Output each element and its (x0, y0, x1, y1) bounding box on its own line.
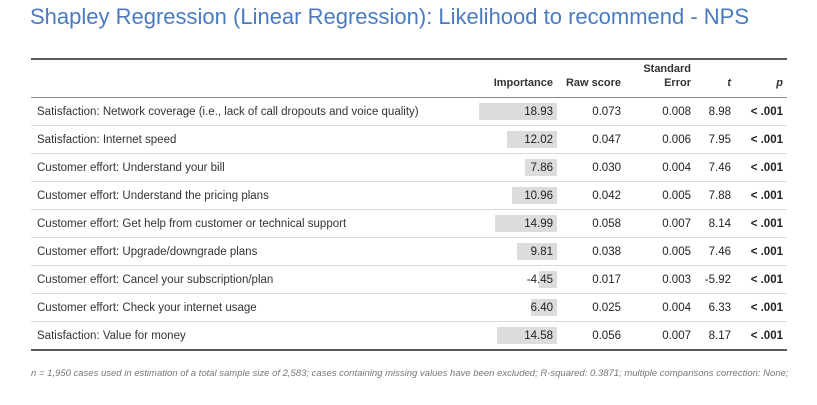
importance-bar (511, 187, 557, 204)
row-raw-score: 0.030 (557, 153, 625, 182)
table-row: Satisfaction: Network coverage (i.e., la… (31, 97, 787, 126)
importance-value: 6.40 (530, 301, 553, 314)
row-importance: 7.86 (476, 153, 557, 182)
header-t: t (695, 60, 735, 98)
row-raw-score: 0.056 (557, 321, 625, 351)
row-t-value: 6.33 (695, 293, 735, 322)
importance-value: 18.93 (524, 105, 553, 118)
importance-bar (530, 299, 557, 316)
row-standard-error: 0.007 (625, 321, 695, 351)
row-t-value: 8.14 (695, 209, 735, 238)
header-raw-score: Raw score (557, 60, 625, 98)
row-t-value: 8.98 (695, 97, 735, 126)
header-importance: Importance (476, 60, 557, 98)
row-p-value: < .001 (735, 237, 787, 266)
row-p-value: < .001 (735, 293, 787, 322)
row-importance: 18.93 (476, 97, 557, 126)
table-top-rule (31, 58, 787, 60)
row-importance: 14.99 (476, 209, 557, 238)
importance-value: 14.58 (524, 329, 553, 342)
row-importance: 12.02 (476, 125, 557, 154)
row-raw-score: 0.047 (557, 125, 625, 154)
row-p-value: < .001 (735, 125, 787, 154)
importance-bar (524, 159, 557, 176)
row-standard-error: 0.008 (625, 97, 695, 126)
importance-value: 7.86 (530, 161, 553, 174)
header-standard-error: Standard Error (625, 60, 695, 98)
importance-bar (495, 215, 557, 232)
row-t-value: 7.46 (695, 153, 735, 182)
row-t-value: 7.95 (695, 125, 735, 154)
importance-bar (507, 131, 557, 148)
row-label: Customer effort: Get help from customer … (31, 209, 476, 238)
table-row: Satisfaction: Internet speed 12.02 0.047 0.… (31, 125, 787, 154)
row-p-value: < .001 (735, 209, 787, 238)
row-p-value: < .001 (735, 181, 787, 210)
header-standard-error-line1: Standard (643, 63, 691, 75)
row-p-value: < .001 (735, 265, 787, 294)
results-table: Importance Raw score Standard Error t p … (31, 60, 787, 351)
row-standard-error: 0.004 (625, 293, 695, 322)
row-t-value: 8.17 (695, 321, 735, 351)
row-raw-score: 0.058 (557, 209, 625, 238)
row-standard-error: 0.005 (625, 181, 695, 210)
row-label: Satisfaction: Value for money (31, 321, 476, 351)
importance-value: 14.99 (524, 217, 553, 230)
row-label: Customer effort: Understand the pricing … (31, 181, 476, 210)
row-raw-score: 0.017 (557, 265, 625, 294)
row-standard-error: 0.005 (625, 237, 695, 266)
footnote: n = 1,950 cases used in estimation of a … (31, 368, 789, 379)
table-row: Customer effort: Check your internet usa… (31, 293, 787, 322)
importance-value: 12.02 (524, 133, 553, 146)
regression-table: Importance Raw score Standard Error t p … (31, 58, 787, 351)
row-raw-score: 0.038 (557, 237, 625, 266)
row-raw-score: 0.073 (557, 97, 625, 126)
row-importance: 9.81 (476, 237, 557, 266)
row-label: Satisfaction: Network coverage (i.e., la… (31, 97, 476, 126)
row-p-value: < .001 (735, 97, 787, 126)
header-p: p (735, 60, 787, 98)
importance-bar (538, 271, 557, 288)
table-row: Satisfaction: Value for money 14.58 0.056 0… (31, 321, 787, 351)
importance-bar (516, 243, 557, 260)
row-p-value: < .001 (735, 153, 787, 182)
row-t-value: 7.46 (695, 237, 735, 266)
row-t-value: -5.92 (695, 265, 735, 294)
page-title: Shapley Regression (Linear Regression): … (30, 4, 750, 29)
row-label: Satisfaction: Internet speed (31, 125, 476, 154)
importance-value: 9.81 (530, 245, 553, 258)
header-standard-error-line2: Error (664, 77, 691, 89)
row-raw-score: 0.025 (557, 293, 625, 322)
row-label: Customer effort: Upgrade/downgrade plans (31, 237, 476, 266)
row-label: Customer effort: Cancel your subscriptio… (31, 265, 476, 294)
importance-bar (496, 327, 557, 344)
table-row: Customer effort: Understand the pricing … (31, 181, 787, 210)
row-importance: 10.96 (476, 181, 557, 210)
row-p-value: < .001 (735, 321, 787, 351)
row-raw-score: 0.042 (557, 181, 625, 210)
row-label: Customer effort: Understand your bill (31, 153, 476, 182)
row-importance: 14.58 (476, 321, 557, 351)
importance-value: -4.45 (526, 273, 553, 286)
table-row: Customer effort: Cancel your subscriptio… (31, 265, 787, 294)
row-label: Customer effort: Check your internet usa… (31, 293, 476, 322)
row-importance: 6.40 (476, 293, 557, 322)
importance-value: 10.96 (524, 189, 553, 202)
table-row: Customer effort: Upgrade/downgrade plans… (31, 237, 787, 266)
row-standard-error: 0.003 (625, 265, 695, 294)
table-row: Customer effort: Understand your bill 7.8… (31, 153, 787, 182)
row-importance: -4.45 (476, 265, 557, 294)
row-standard-error: 0.007 (625, 209, 695, 238)
header-label (31, 60, 476, 98)
row-standard-error: 0.004 (625, 153, 695, 182)
table-row: Customer effort: Get help from customer … (31, 209, 787, 238)
row-standard-error: 0.006 (625, 125, 695, 154)
header-row: Importance Raw score Standard Error t p (31, 60, 787, 98)
row-t-value: 7.88 (695, 181, 735, 210)
importance-bar (479, 103, 557, 120)
